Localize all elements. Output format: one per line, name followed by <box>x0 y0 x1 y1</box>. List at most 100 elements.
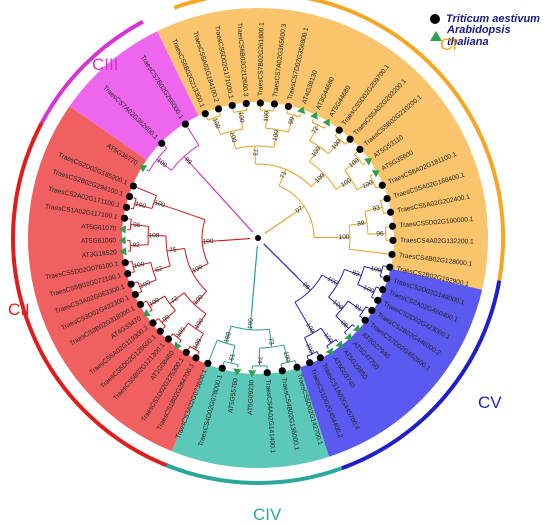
bootstrap-value: 97 <box>294 205 304 215</box>
branch <box>131 271 135 273</box>
branch <box>150 262 157 281</box>
branch <box>273 129 278 148</box>
bootstrap-value: 100 <box>134 201 147 211</box>
branch <box>335 179 352 190</box>
bootstrap-value: 100 <box>223 331 233 344</box>
clade-ring-cii <box>11 122 175 471</box>
leaf-marker-circle <box>316 354 324 362</box>
branch <box>187 213 206 221</box>
branch <box>133 262 151 268</box>
branch <box>216 339 235 347</box>
branch-root <box>263 243 299 279</box>
branch <box>225 325 232 344</box>
branch <box>321 274 338 285</box>
bootstrap-value: 100 <box>361 179 374 190</box>
leaf-marker-circle <box>158 139 166 147</box>
branch-root <box>264 214 292 234</box>
bootstrap-value: 100 <box>272 129 281 141</box>
branch <box>335 315 349 329</box>
branch <box>169 292 185 304</box>
leaf-marker-circle <box>256 99 264 107</box>
bootstrap-value: 100 <box>247 318 255 330</box>
leaf-marker-circle <box>214 105 223 113</box>
bootstrap-value: 100 <box>193 317 205 330</box>
bootstrap-value: 96 <box>133 221 141 229</box>
leaf-marker-circle <box>125 192 134 201</box>
branch <box>164 145 168 149</box>
branch <box>139 279 157 288</box>
leaf-marker-circle <box>164 335 173 343</box>
clade-band-ciii <box>69 31 199 160</box>
leaf-label: AT5G61070 <box>81 223 117 232</box>
bootstrap-value: 100 <box>326 275 339 287</box>
branch <box>134 281 138 284</box>
leaf-marker-circle <box>386 208 395 216</box>
leaf-label: TraesCS7B02G261800.1 <box>257 22 265 96</box>
leaf-marker-circle <box>374 296 382 304</box>
leaf-label: AT5G61060 <box>81 237 117 245</box>
leaf-marker-triangle <box>344 332 353 341</box>
leaf-marker-circle <box>131 290 139 299</box>
bootstrap-value: 100 <box>331 299 344 312</box>
branch <box>206 117 209 121</box>
leaf-marker-circle <box>201 110 209 118</box>
branch <box>147 226 150 245</box>
bootstrap-value: 61 <box>228 353 236 362</box>
branch <box>344 268 362 277</box>
bootstrap-value: 72 <box>311 125 321 135</box>
branch <box>155 318 159 321</box>
branch <box>316 351 319 355</box>
legend: Triticum aestivum Arabidopsis thaliana <box>430 10 550 48</box>
leaf-marker-circle <box>356 145 364 154</box>
branch <box>183 292 207 315</box>
triangle-marker-icon <box>430 30 442 41</box>
branch <box>208 356 211 360</box>
branch <box>304 327 322 339</box>
branch <box>367 250 386 255</box>
bootstrap-value: 100 <box>192 337 204 350</box>
leaf-marker-circle <box>129 182 137 190</box>
leaf-marker-circle <box>388 222 397 230</box>
branch <box>328 296 343 310</box>
leaf-marker-triangle <box>142 309 151 317</box>
branch <box>137 281 143 292</box>
branch <box>328 139 341 155</box>
branch <box>230 345 236 364</box>
bootstrap-value: 72 <box>170 295 180 305</box>
branch <box>335 300 349 317</box>
leaf-marker-circle <box>383 194 391 203</box>
branch <box>130 224 149 227</box>
branch <box>164 295 176 311</box>
circle-marker-icon <box>430 13 440 24</box>
branch <box>254 146 256 165</box>
branch <box>130 207 134 210</box>
leaf-label: AT5G09230 <box>247 379 256 415</box>
branch <box>379 265 384 277</box>
branch <box>367 233 386 235</box>
bootstrap-value: 92 <box>132 242 140 249</box>
bootstrap-value: 100 <box>237 111 245 123</box>
clade-ring-civ <box>165 463 343 485</box>
leaf-marker-circle <box>218 364 226 372</box>
branch <box>161 310 176 323</box>
branch <box>348 225 351 250</box>
bootstrap-value: 100 <box>153 199 166 209</box>
leaf-marker-circle <box>156 327 164 335</box>
branch <box>170 333 174 337</box>
bootstrap-value: 100 <box>362 284 375 295</box>
bootstrap-value: 100 <box>133 261 146 270</box>
branch <box>357 284 375 293</box>
bootstrap-value: 98 <box>339 319 349 329</box>
bootstrap-value: 99 <box>161 313 171 323</box>
leaf-marker-circle <box>182 348 190 356</box>
branch <box>357 266 365 285</box>
bootstrap-value: 98 <box>301 281 311 291</box>
bootstrap-value: 100 <box>330 138 343 151</box>
clade-label-cv: CV <box>478 393 502 412</box>
bootstrap-value: 73 <box>251 148 258 156</box>
leaf-marker-circle <box>228 101 236 110</box>
branch <box>219 112 222 116</box>
branch <box>232 109 235 113</box>
bootstrap-value: 96 <box>376 230 384 237</box>
